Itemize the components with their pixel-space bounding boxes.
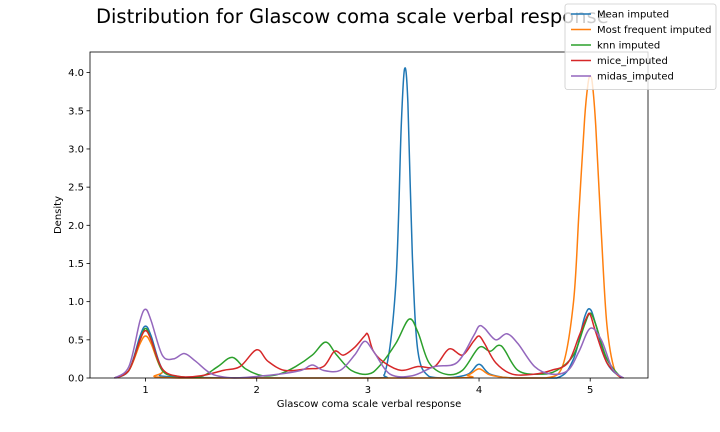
y-axis-label: Density — [53, 196, 64, 234]
y-axis: 0.0 0.5 1.0 1.5 2.0 2.5 3.0 3.5 4.0 — [68, 68, 90, 385]
legend-label: midas_imputed — [597, 72, 674, 83]
chart-title: Distribution for Glascow coma scale verb… — [96, 5, 609, 28]
y-tick-label: 2.0 — [68, 221, 84, 232]
series-line-knn-imputed — [114, 312, 622, 379]
y-tick-label: 1.0 — [68, 297, 84, 308]
x-axis: 1 2 3 4 5 — [142, 378, 593, 396]
x-tick-label: 5 — [587, 385, 593, 396]
plot-frame — [89, 51, 649, 379]
legend-label: Most frequent imputed — [597, 25, 712, 36]
series-line-mean-imputed — [114, 67, 622, 379]
x-axis-label: Glascow coma scale verbal response — [277, 399, 461, 410]
y-tick-label: 2.5 — [68, 183, 84, 194]
legend-box — [564, 3, 717, 90]
series-layer — [113, 67, 625, 379]
x-tick-label: 2 — [254, 385, 260, 396]
legend: Mean imputed Most frequent imputed knn imp… — [564, 3, 717, 90]
legend-label: knn imputed — [597, 41, 660, 52]
y-tick-label: 3.5 — [68, 106, 84, 117]
x-tick-label: 3 — [365, 385, 371, 396]
y-tick-label: 1.5 — [68, 259, 84, 270]
x-tick-label: 4 — [476, 385, 482, 396]
y-tick-label: 0.5 — [68, 335, 84, 346]
y-tick-label: 3.0 — [68, 144, 84, 155]
x-tick-label: 1 — [142, 385, 148, 396]
series-line-midas-imputed — [113, 308, 625, 379]
y-tick-label: 4.0 — [68, 68, 84, 79]
y-tick-label: 0.0 — [68, 374, 84, 385]
series-line-most-frequent-imputed — [114, 75, 625, 379]
legend-label: Mean imputed — [597, 10, 669, 21]
legend-label: mice_imputed — [597, 56, 668, 67]
series-line-mice-imputed — [114, 312, 622, 379]
